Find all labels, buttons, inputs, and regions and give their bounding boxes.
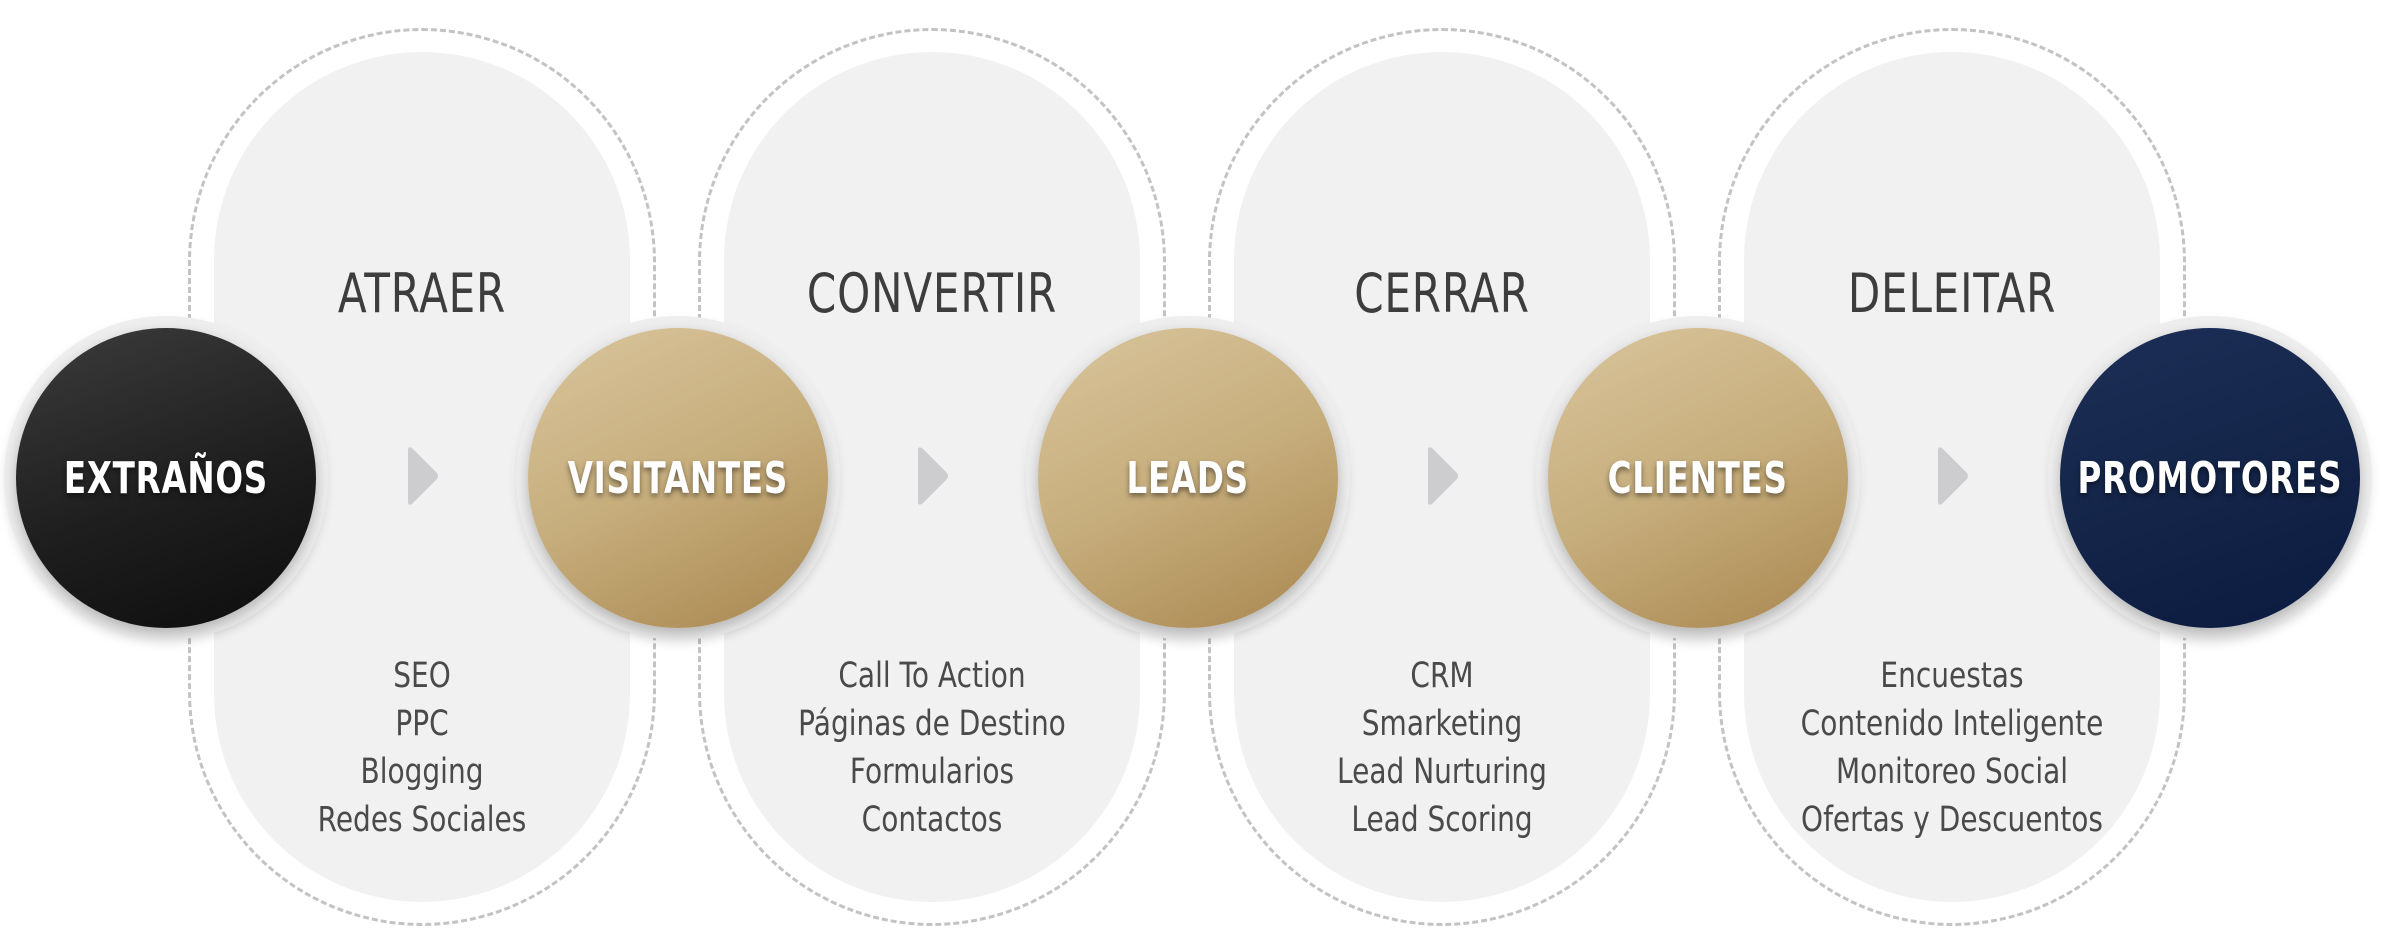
stage-title-cerrar: CERRAR (1354, 262, 1530, 325)
tactic-item: Contactos (861, 800, 1003, 840)
node-label: PROMOTORES (2077, 452, 2343, 504)
stage-title-deleitar: DELEITAR (1847, 262, 2057, 325)
node-visitantes: VISITANTES (528, 328, 828, 628)
stage-title-atraer: ATRAER (337, 262, 507, 325)
chevron-right-icon (1938, 447, 1968, 505)
node-clientes: CLIENTES (1548, 328, 1848, 628)
stage-tactics-convertir: Call To Action Páginas de Destino Formul… (724, 652, 1140, 844)
tactic-item: Contenido Inteligente (1800, 704, 2104, 744)
stage-tactics-cerrar: CRM Smarketing Lead Nurturing Lead Scori… (1234, 652, 1650, 844)
tactic-item: CRM (1410, 656, 1474, 696)
chevron-right-icon (918, 447, 948, 505)
node-extranos: EXTRAÑOS (16, 328, 316, 628)
tactic-item: Blogging (360, 752, 484, 792)
tactic-item: Encuestas (1880, 656, 2024, 696)
tactic-item: Call To Action (838, 656, 1026, 696)
stage-tactics-atraer: SEO PPC Blogging Redes Sociales (214, 652, 630, 844)
chevron-right-icon (408, 447, 438, 505)
tactic-item: Formularios (849, 752, 1015, 792)
tactic-item: Páginas de Destino (798, 704, 1066, 744)
node-promotores: PROMOTORES (2060, 328, 2360, 628)
tactic-item: Lead Scoring (1351, 800, 1533, 840)
tactic-item: Monitoreo Social (1835, 752, 2069, 792)
node-label: VISITANTES (567, 452, 789, 504)
tactic-item: Smarketing (1361, 704, 1523, 744)
tactic-item: Lead Nurturing (1337, 752, 1547, 792)
stage-title-convertir: CONVERTIR (806, 262, 1058, 325)
stage-tactics-deleitar: Encuestas Contenido Inteligente Monitore… (1744, 652, 2160, 844)
node-label: CLIENTES (1607, 452, 1789, 504)
tactic-item: SEO (393, 656, 451, 696)
node-label: EXTRAÑOS (63, 452, 269, 504)
node-label: LEADS (1126, 452, 1250, 504)
tactic-item: PPC (395, 704, 449, 744)
chevron-right-icon (1428, 447, 1458, 505)
node-leads: LEADS (1038, 328, 1338, 628)
tactic-item: Redes Sociales (317, 800, 527, 840)
tactic-item: Ofertas y Descuentos (1801, 800, 2103, 840)
